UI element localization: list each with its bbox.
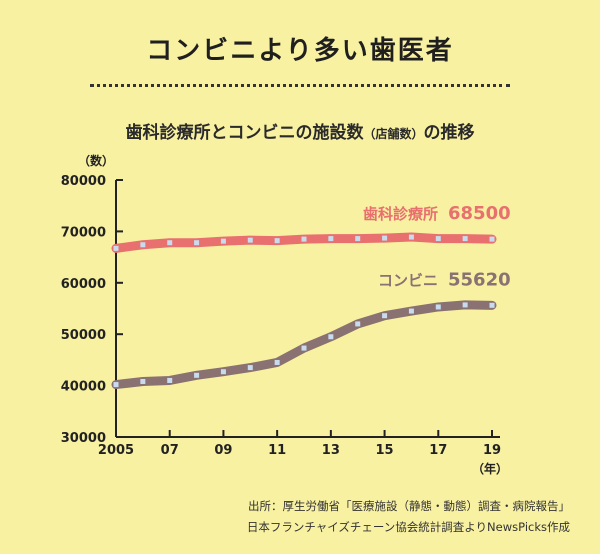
- data-point: [113, 245, 119, 251]
- data-point: [247, 365, 253, 371]
- source-line-2: 日本フランチャイズチェーン協会統計調査よりNewsPicks作成: [246, 520, 570, 534]
- data-point: [301, 236, 307, 242]
- series-end-value: 68500: [448, 203, 511, 224]
- x-tick-label: 19: [483, 443, 501, 458]
- data-point: [247, 237, 253, 243]
- data-point: [328, 236, 334, 242]
- y-tick-label: 60000: [61, 277, 106, 292]
- x-tick-label: 2005: [98, 443, 134, 458]
- subtitle-note: （店舗数）: [363, 127, 424, 141]
- chart-title: コンビニより多い歯医者: [146, 36, 454, 66]
- data-point: [220, 369, 226, 375]
- data-point: [408, 308, 414, 314]
- series-label: コンビニ: [378, 271, 438, 289]
- x-tick-label: 07: [161, 443, 179, 458]
- data-point: [435, 304, 441, 310]
- data-point: [355, 321, 361, 327]
- source-line-1: 出所：厚生労働省「医療施設（静態・動態）調査・病院報告」: [248, 499, 570, 513]
- data-point: [140, 242, 146, 248]
- x-tick-label: 09: [214, 443, 232, 458]
- data-point: [462, 236, 468, 242]
- data-point: [355, 236, 361, 242]
- data-point: [194, 240, 200, 246]
- data-point: [489, 302, 495, 308]
- data-point: [382, 313, 388, 319]
- data-point: [140, 378, 146, 384]
- data-point: [220, 238, 226, 244]
- series-label: 歯科診療所: [363, 205, 438, 223]
- y-tick-label: 80000: [61, 174, 106, 189]
- data-point: [301, 345, 307, 351]
- data-point: [113, 382, 119, 388]
- x-tick-label: 11: [268, 443, 286, 458]
- y-tick-label: 30000: [61, 431, 106, 446]
- data-point: [489, 236, 495, 242]
- series-line-convenience: [111, 300, 497, 390]
- subtitle-main: 歯科診療所とコンビニの施設数: [125, 123, 364, 143]
- data-point: [167, 240, 173, 246]
- title-divider: [90, 84, 510, 87]
- x-axis-unit: （年）: [472, 462, 509, 476]
- data-point: [408, 234, 414, 240]
- subtitle-tail: の推移: [423, 123, 475, 143]
- chart-subtitle: 歯科診療所とコンビニの施設数（店舗数）の推移: [0, 118, 600, 143]
- y-axis-unit: （数）: [78, 154, 115, 168]
- y-tick-label: 40000: [61, 380, 106, 395]
- series-end-value: 55620: [448, 269, 511, 290]
- data-point: [382, 235, 388, 241]
- data-point: [274, 359, 280, 365]
- x-tick-label: 13: [322, 443, 340, 458]
- data-point: [328, 334, 334, 340]
- x-tick-label: 15: [376, 443, 394, 458]
- data-point: [274, 238, 280, 244]
- x-tick-label: 17: [429, 443, 447, 458]
- y-tick-label: 70000: [61, 225, 106, 240]
- data-point: [462, 302, 468, 308]
- data-point: [194, 372, 200, 378]
- y-tick-label: 50000: [61, 328, 106, 343]
- data-point: [167, 377, 173, 383]
- data-point: [435, 236, 441, 242]
